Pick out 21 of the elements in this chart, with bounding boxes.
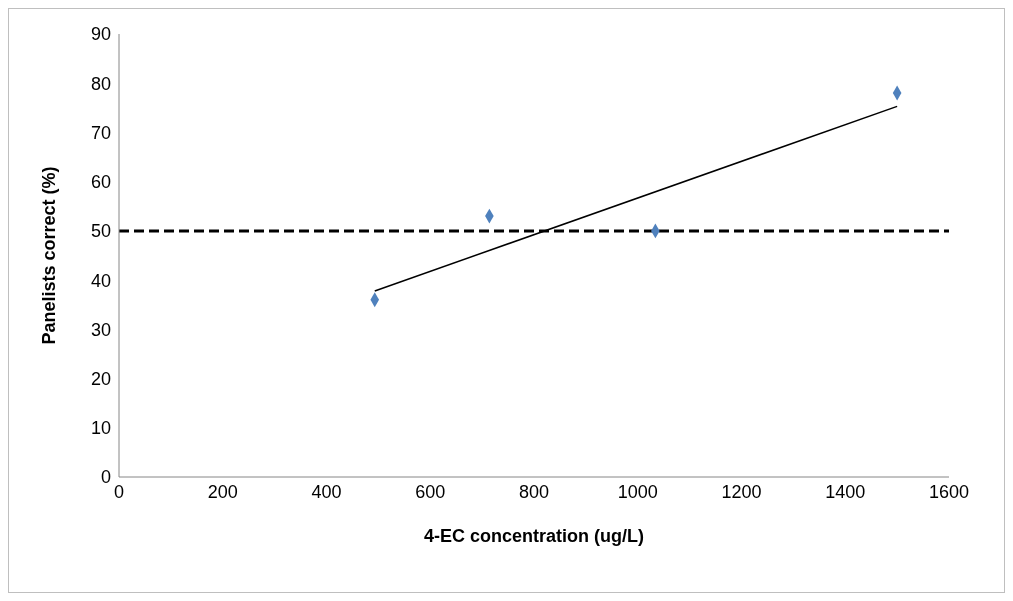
- y-tick-label: 80: [90, 73, 111, 94]
- y-tick-label: 70: [90, 122, 111, 143]
- x-tick-label: 1400: [825, 481, 866, 502]
- y-tick-label: 20: [90, 368, 111, 389]
- x-tick-label: 1200: [721, 481, 762, 502]
- x-tick-label: 200: [207, 481, 238, 502]
- x-tick-label: 1600: [928, 481, 970, 502]
- x-tick-label: 600: [415, 481, 446, 502]
- y-tick-label: 40: [90, 270, 111, 291]
- y-tick-label: 90: [90, 24, 111, 45]
- y-tick-label: 10: [90, 418, 111, 439]
- x-tick-label: 800: [518, 481, 550, 502]
- x-axis-title: 4-EC concentration (ug/L): [424, 526, 644, 546]
- x-tick-label: 1000: [617, 481, 658, 502]
- y-axis-title: Panelists correct (%): [39, 166, 60, 345]
- x-tick-label: 0: [113, 481, 125, 502]
- y-tick-label: 50: [90, 221, 111, 242]
- y-tick-label: 0: [100, 467, 111, 488]
- y-tick-label: 30: [90, 319, 111, 340]
- x-tick-label: 400: [311, 481, 342, 502]
- y-tick-label: 60: [90, 172, 111, 193]
